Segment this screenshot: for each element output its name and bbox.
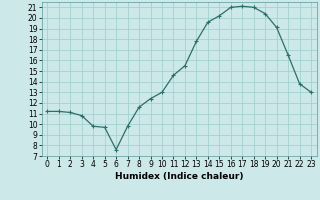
X-axis label: Humidex (Indice chaleur): Humidex (Indice chaleur) xyxy=(115,172,244,181)
